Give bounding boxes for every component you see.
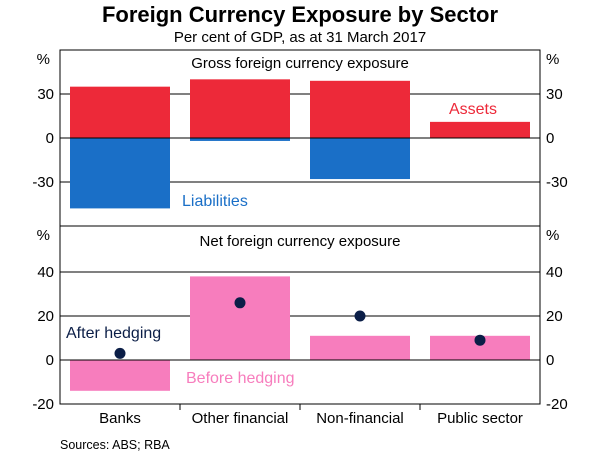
- net-ytick-left: 20: [37, 308, 54, 325]
- gross-liabilities-bar: [190, 138, 290, 141]
- chart-title: Foreign Currency Exposure by Sector: [101, 2, 499, 27]
- net-before-hedging-bar: [190, 276, 290, 360]
- net-ytick-left: 0: [46, 352, 54, 369]
- category-label: Non-financial: [316, 410, 404, 427]
- net-before-hedging-bar: [70, 360, 170, 391]
- gross-ytick-right: 0: [546, 130, 554, 147]
- category-label: Banks: [99, 410, 141, 427]
- net-ytick-right: 20: [546, 308, 563, 325]
- gross-liabilities-label: Liabilities: [182, 193, 248, 210]
- gross-assets-bar: [190, 79, 290, 138]
- net-ytick-left: -20: [32, 396, 54, 413]
- gross-unit-right: %: [546, 51, 559, 68]
- gross-ytick-right: -30: [546, 174, 568, 191]
- net-after-hedging-point: [474, 334, 486, 346]
- net-ytick-right: 0: [546, 352, 554, 369]
- net-after-hedging-point: [234, 297, 246, 309]
- net-ytick-left: 40: [37, 264, 54, 281]
- gross-unit-left: %: [37, 51, 50, 68]
- category-label: Other financial: [192, 410, 289, 427]
- gross-liabilities-bar: [70, 138, 170, 209]
- source-note: Sources: ABS; RBA: [60, 438, 170, 452]
- chart-subtitle: Per cent of GDP, as at 31 March 2017: [173, 29, 427, 46]
- gross-ytick-left: -30: [32, 174, 54, 191]
- net-ytick-right: -20: [546, 396, 568, 413]
- gross-ytick-right: 30: [546, 86, 563, 103]
- net-before-hedging-label: Before hedging: [186, 370, 295, 387]
- gross-ytick-left: 30: [37, 86, 54, 103]
- net-unit-right: %: [546, 227, 559, 244]
- gross-ytick-left: 0: [46, 130, 54, 147]
- net-after-hedging-point: [114, 347, 126, 359]
- category-label: Public sector: [437, 410, 523, 427]
- gross-assets-bar: [70, 86, 170, 138]
- net-ytick-right: 40: [546, 264, 563, 281]
- gross-panel-title: Gross foreign currency exposure: [191, 55, 409, 72]
- net-before-hedging-bar: [310, 335, 410, 360]
- net-unit-left: %: [37, 227, 50, 244]
- gross-assets-label: Assets: [449, 101, 497, 118]
- gross-assets-bar: [310, 80, 410, 138]
- net-after-hedging-label: After hedging: [66, 325, 161, 342]
- gross-liabilities-bar: [310, 138, 410, 180]
- gross-assets-bar: [430, 121, 530, 138]
- net-panel-title: Net foreign currency exposure: [200, 233, 401, 250]
- net-after-hedging-point: [354, 310, 366, 322]
